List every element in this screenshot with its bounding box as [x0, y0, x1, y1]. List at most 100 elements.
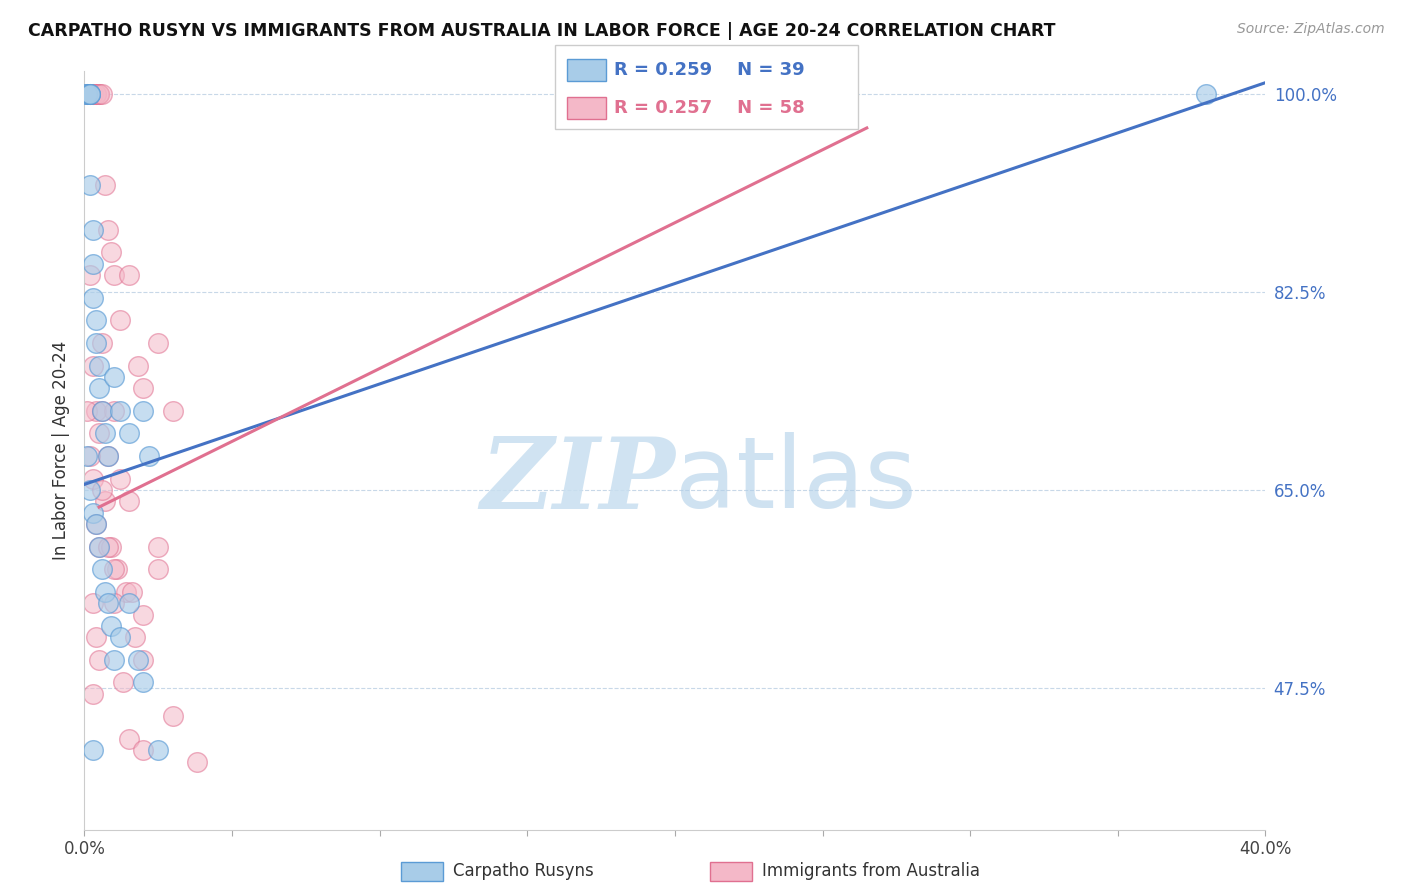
Point — [82, 291, 104, 305]
Point — [94, 585, 117, 599]
Point — [76, 87, 98, 101]
Point — [103, 596, 125, 610]
Point — [148, 743, 170, 757]
Point — [100, 619, 122, 633]
Point — [118, 426, 141, 441]
Point — [97, 540, 120, 554]
Point — [79, 87, 101, 101]
Point — [91, 87, 114, 101]
Point — [118, 494, 141, 508]
Point — [132, 675, 155, 690]
Point — [100, 245, 122, 260]
Point — [79, 87, 101, 101]
Point — [79, 87, 101, 101]
Point — [87, 87, 111, 101]
Point — [82, 472, 104, 486]
Point — [127, 653, 149, 667]
Point — [87, 359, 111, 373]
Text: ZIP: ZIP — [479, 433, 675, 529]
Point — [82, 257, 104, 271]
Point — [87, 540, 111, 554]
Point — [111, 675, 134, 690]
Point — [91, 404, 114, 418]
Point — [127, 359, 149, 373]
Point — [121, 585, 143, 599]
Point — [132, 653, 155, 667]
Point — [108, 313, 131, 327]
Point — [186, 755, 208, 769]
Point — [118, 732, 141, 747]
Point — [91, 483, 114, 497]
Point — [84, 87, 107, 101]
Point — [84, 313, 107, 327]
Point — [82, 596, 104, 610]
Point — [76, 87, 98, 101]
Point — [138, 449, 160, 463]
Point — [82, 87, 104, 101]
Point — [84, 87, 107, 101]
Point — [132, 743, 155, 757]
Point — [118, 268, 141, 282]
Point — [79, 483, 101, 497]
Point — [132, 381, 155, 395]
Point — [97, 596, 120, 610]
Point — [82, 506, 104, 520]
Point — [108, 472, 131, 486]
Point — [103, 404, 125, 418]
Point — [79, 449, 101, 463]
Point — [148, 562, 170, 576]
Point — [103, 268, 125, 282]
Point — [82, 743, 104, 757]
Point — [162, 709, 184, 723]
Point — [79, 87, 101, 101]
Point — [91, 404, 114, 418]
Point — [87, 381, 111, 395]
Point — [103, 562, 125, 576]
Text: Carpatho Rusyns: Carpatho Rusyns — [453, 863, 593, 880]
Text: CARPATHO RUSYN VS IMMIGRANTS FROM AUSTRALIA IN LABOR FORCE | AGE 20-24 CORRELATI: CARPATHO RUSYN VS IMMIGRANTS FROM AUSTRA… — [28, 22, 1056, 40]
Point — [162, 404, 184, 418]
Point — [148, 335, 170, 350]
Point — [97, 223, 120, 237]
Point — [82, 687, 104, 701]
Point — [84, 335, 107, 350]
Point — [87, 540, 111, 554]
Text: Source: ZipAtlas.com: Source: ZipAtlas.com — [1237, 22, 1385, 37]
Point — [124, 630, 146, 644]
Point — [103, 653, 125, 667]
Point — [108, 404, 131, 418]
Point — [100, 540, 122, 554]
Text: atlas: atlas — [675, 433, 917, 529]
Point — [103, 370, 125, 384]
Point — [76, 449, 98, 463]
Point — [97, 449, 120, 463]
Point — [76, 87, 98, 101]
Point — [105, 562, 128, 576]
Text: R = 0.257    N = 58: R = 0.257 N = 58 — [614, 99, 806, 117]
Point — [91, 562, 114, 576]
Text: R = 0.259    N = 39: R = 0.259 N = 39 — [614, 61, 806, 79]
Point — [76, 404, 98, 418]
Point — [94, 426, 117, 441]
Point — [97, 449, 120, 463]
Point — [87, 653, 111, 667]
Point — [1195, 87, 1218, 101]
Point — [108, 630, 131, 644]
Point — [84, 630, 107, 644]
Point — [82, 223, 104, 237]
Point — [82, 87, 104, 101]
Point — [114, 585, 136, 599]
Point — [94, 494, 117, 508]
Point — [79, 87, 101, 101]
Point — [132, 607, 155, 622]
Point — [148, 540, 170, 554]
Point — [118, 596, 141, 610]
Point — [79, 268, 101, 282]
Point — [79, 178, 101, 192]
Point — [94, 178, 117, 192]
Point — [84, 404, 107, 418]
Point — [87, 87, 111, 101]
Point — [76, 87, 98, 101]
Point — [82, 359, 104, 373]
Text: Immigrants from Australia: Immigrants from Australia — [762, 863, 980, 880]
